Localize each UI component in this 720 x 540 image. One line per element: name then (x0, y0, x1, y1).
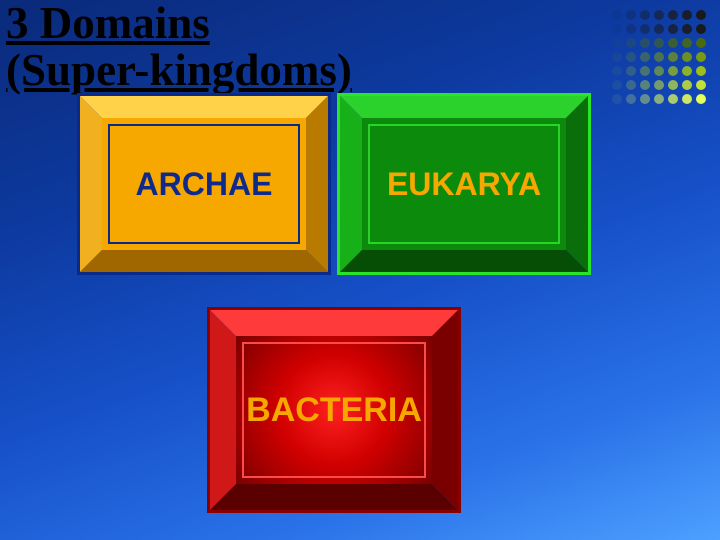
decor-dot (640, 94, 650, 104)
decor-dot (696, 38, 706, 48)
decor-dot (696, 10, 706, 20)
decor-dot (612, 38, 622, 48)
decor-dot (682, 52, 692, 62)
decor-dot (640, 10, 650, 20)
decor-dot (654, 94, 664, 104)
decor-dot (682, 80, 692, 90)
decor-dot (640, 24, 650, 34)
domain-box-bacteria: BACTERIA (210, 310, 458, 510)
decor-dot (612, 66, 622, 76)
decor-dot (640, 66, 650, 76)
eukarya-label: EUKARYA (387, 166, 541, 203)
decor-dot (696, 66, 706, 76)
decor-dot (668, 10, 678, 20)
decor-dot (612, 80, 622, 90)
slide-title: 3 Domains (Super-kingdoms) (6, 0, 352, 95)
decor-dot (612, 24, 622, 34)
decor-dot (654, 66, 664, 76)
decor-dot (654, 24, 664, 34)
decor-dot (626, 94, 636, 104)
slide: 3 Domains (Super-kingdoms) ARCHAE EUKARY… (0, 0, 720, 540)
decor-dot (696, 94, 706, 104)
decor-dot (612, 94, 622, 104)
decor-dot (640, 80, 650, 90)
decor-dot (668, 38, 678, 48)
decor-dot (612, 10, 622, 20)
decor-dot (626, 24, 636, 34)
archae-label: ARCHAE (136, 166, 273, 203)
decor-dot (668, 66, 678, 76)
decor-dot (626, 38, 636, 48)
decor-dot (696, 80, 706, 90)
decor-dot (696, 52, 706, 62)
decor-dot (682, 94, 692, 104)
decor-dot (640, 52, 650, 62)
decor-dot-grid (612, 10, 706, 104)
title-line-1: 3 Domains (6, 0, 210, 48)
decor-dot (668, 80, 678, 90)
decor-dot (626, 80, 636, 90)
decor-dot (668, 94, 678, 104)
decor-dot (682, 66, 692, 76)
decor-dot (682, 24, 692, 34)
decor-dot (626, 52, 636, 62)
domain-box-eukarya: EUKARYA (340, 96, 588, 272)
decor-dot (668, 24, 678, 34)
decor-dot (612, 52, 622, 62)
decor-dot (654, 80, 664, 90)
decor-dot (682, 38, 692, 48)
decor-dot (626, 66, 636, 76)
decor-dot (626, 10, 636, 20)
title-line-2: (Super-kingdoms) (6, 45, 352, 95)
decor-dot (654, 52, 664, 62)
decor-dot (696, 24, 706, 34)
domain-box-archae: ARCHAE (80, 96, 328, 272)
decor-dot (654, 10, 664, 20)
decor-dot (654, 38, 664, 48)
bacteria-label: BACTERIA (246, 391, 422, 430)
decor-dot (682, 10, 692, 20)
decor-dot (640, 38, 650, 48)
decor-dot (668, 52, 678, 62)
